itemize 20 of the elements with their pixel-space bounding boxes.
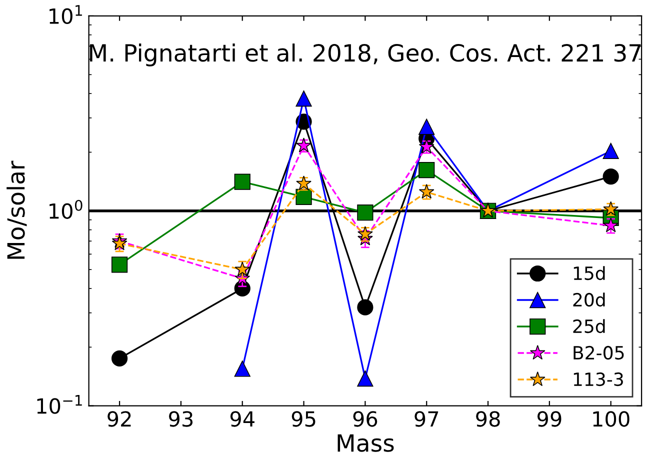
x-tick-label: 99 xyxy=(537,411,562,427)
x-tick-label: 94 xyxy=(230,411,254,427)
legend-label: 20d xyxy=(573,292,605,307)
x-tick-label: 97 xyxy=(414,411,438,427)
x-tick-label: 96 xyxy=(353,411,378,427)
legend-label: 25d xyxy=(573,319,605,334)
legend-label: 113-3 xyxy=(574,372,623,386)
annotation: M. Pignatarti et al. 2018, Geo. Cos. Act. 221 37 xyxy=(90,44,641,66)
x-tick-label: 95 xyxy=(292,411,316,427)
x-tick-label: 93 xyxy=(169,411,193,427)
x-axis-title: Mass xyxy=(338,434,394,452)
x-tick-label: 100 xyxy=(593,411,630,427)
y-tick-label: 10$^{−1}$ xyxy=(37,395,82,414)
x-tick-label: 98 xyxy=(476,411,500,427)
y-tick-label: 10$^{1}$ xyxy=(50,5,82,24)
y-tick-label: 10$^{0}$ xyxy=(50,200,82,219)
x-tick-label: 92 xyxy=(108,411,131,427)
y-axis-title: Mo/solar xyxy=(6,160,27,259)
legend-label: 15d xyxy=(574,266,605,280)
legend-label: B2-05 xyxy=(574,346,624,360)
